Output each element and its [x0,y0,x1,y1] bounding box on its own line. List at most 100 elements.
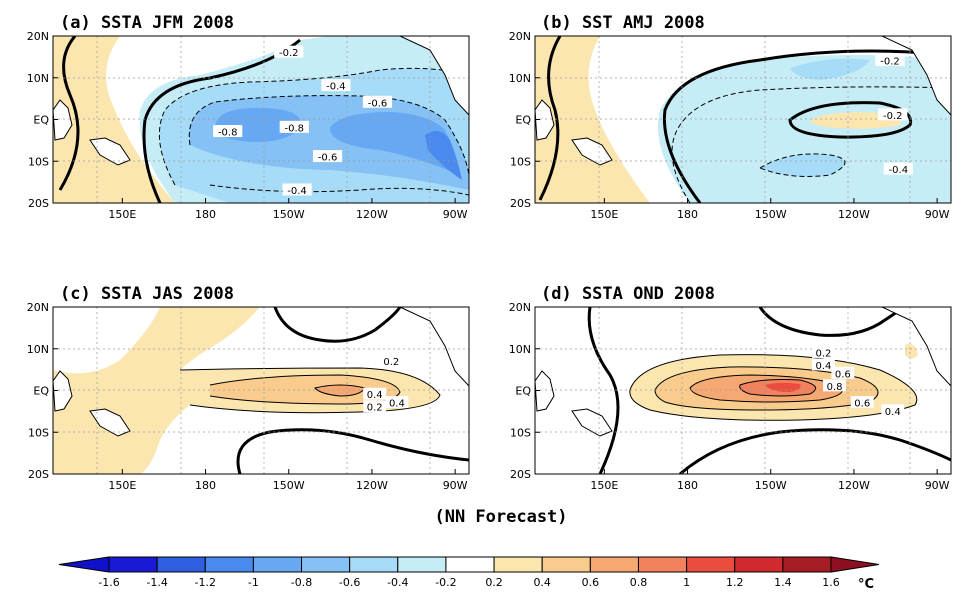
panel-c-warm-04 [210,375,400,404]
panel-a-land-americas [399,36,469,116]
panel-a-dash-04 [158,67,469,186]
panel-d-grid [535,307,951,474]
y-tick-label: 20N [509,30,531,43]
contour-label-bg [282,183,312,196]
panel-b-warm-west [535,36,650,203]
panel-a-land-png [89,137,131,166]
colorbar-swatch [637,556,688,573]
panel-d-line-08 [739,379,817,397]
contour-label-bg [362,95,393,108]
panel-c-contour-labels: 0.20.20.40.20.40.20.2 [363,354,517,414]
contour-label: -0.8 [285,123,305,134]
x-tick-label: 120W [838,479,870,492]
colorbar-tick-label: -1.4 [146,576,167,589]
y-tick-label: 20S [510,197,531,210]
colorbar-tick-label: -1.2 [195,576,216,589]
contour-label: 0.2 [815,348,831,359]
x-tick-label: 180 [195,208,216,221]
x-tick-label: 180 [677,208,698,221]
colorbar-tick-label: -0.2 [435,576,456,589]
contour-label: -0.2 [279,48,299,59]
panel-c-grid [53,307,469,474]
colorbar-tick-label: 1.2 [726,576,744,589]
panel-b-zero-contour [662,49,951,203]
y-tick-label: 10S [28,155,49,168]
panel-a-zero-contour-2 [142,38,301,203]
colorbar-tick-label: -1 [248,576,259,589]
contour-label-bg [875,54,905,67]
panel-a-cold-08b [330,112,460,175]
y-tick-label: EQ [33,114,49,127]
y-tick-label: 10S [510,426,531,439]
panel-c-line-06 [314,384,366,397]
panel-b-land-americas [881,36,951,116]
contour-label: 0.4 [815,361,831,372]
contour-label-bg [279,120,309,133]
colorbar-swatch [589,556,639,573]
x-tick-label: 90W [443,208,468,221]
x-tick-label: 150E [590,479,618,492]
y-tick-label: 10N [509,72,531,85]
panel-b-cold-02 [658,55,951,203]
x-tick-label: 150W [273,208,305,221]
panel-d-title: (d) SSTA OND 2008 [541,284,715,304]
contour-label: 0.6 [835,369,851,380]
y-tick-label: 10N [509,343,531,356]
panel-c-warm-06 [315,385,365,396]
x-tick-label: 90W [925,479,950,492]
figure-caption: (NN Forecast) [434,507,567,527]
panel-b-cold-04 [760,153,845,177]
y-tick-label: 10S [28,426,49,439]
colorbar-swatch [493,556,543,573]
contour-label-bg [831,366,855,379]
panel-a-land-asia [53,99,73,141]
panel-b-land-png [571,137,613,166]
colorbar-swatch [349,556,399,573]
contour-label-bg [363,387,387,400]
x-tick-label: 180 [195,479,216,492]
contour-label-bg [811,358,835,371]
panel-a-zero-contour [58,36,80,191]
contour-label: 0.6 [854,399,870,410]
panel-c-zero-south [236,428,469,474]
panel-d: (d) SSTA OND 2008 0.20.40.60.80.60.4 0. [509,284,967,492]
contour-label-bg [274,45,304,58]
panel-b-dash-04 [758,153,846,177]
contour-label: -0.6 [368,98,388,109]
contour-label-bg [850,396,874,409]
panel-d-ticks: 150E 180 150W 120W 90W 20N 10N EQ 10S 20S [509,301,950,492]
contour-label-bg [811,345,835,358]
contour-label: 0.4 [389,399,405,410]
contour-label: -0.4 [326,82,346,93]
x-tick-label: 150E [108,479,136,492]
colorbar-tick-label: -1.6 [98,576,119,589]
contour-label-bg [363,400,387,413]
contour-label: 0.2 [383,357,399,368]
contour-label: -0.8 [218,128,238,139]
contour-label-bg [321,79,351,92]
contour-label-bg [947,408,951,421]
panel-b-zero-eq [788,101,913,139]
panel-c-line-04 [209,374,401,405]
panel-b-title: (b) SST AMJ 2008 [541,13,705,33]
colorbar-swatch [156,556,206,573]
y-tick-label: 10S [510,155,531,168]
panel-a-ticks: 150E 180 150W 120W 90W 20N 10N EQ 10S 20S [27,30,468,221]
contour-label-bg [494,400,517,412]
colorbar-tick-label: -0.4 [387,576,408,589]
colorbar-swatch [301,556,351,573]
contour-label: 0.8 [827,382,843,393]
y-tick-label: EQ [515,114,531,127]
contour-label: 0.2 [951,411,967,422]
panel-a: (a) SSTA JFM 2008 -0.2-0.4-0.6-0.8 -0.8-0… [27,13,470,221]
contour-label: 0.2 [497,403,513,414]
panel-b-land-asia [535,99,555,141]
x-tick-label: 180 [677,479,698,492]
panel-c-title: (c) SSTA JAS 2008 [60,284,234,304]
panel-d-line-02 [629,354,918,421]
panel-b: (b) SST AMJ 2008 -0.2-0.2-0.4 150E 180 150… [509,13,952,221]
y-tick-label: EQ [515,385,531,398]
colorbar-swatch [252,556,303,573]
panel-d-zero-west [587,307,620,474]
